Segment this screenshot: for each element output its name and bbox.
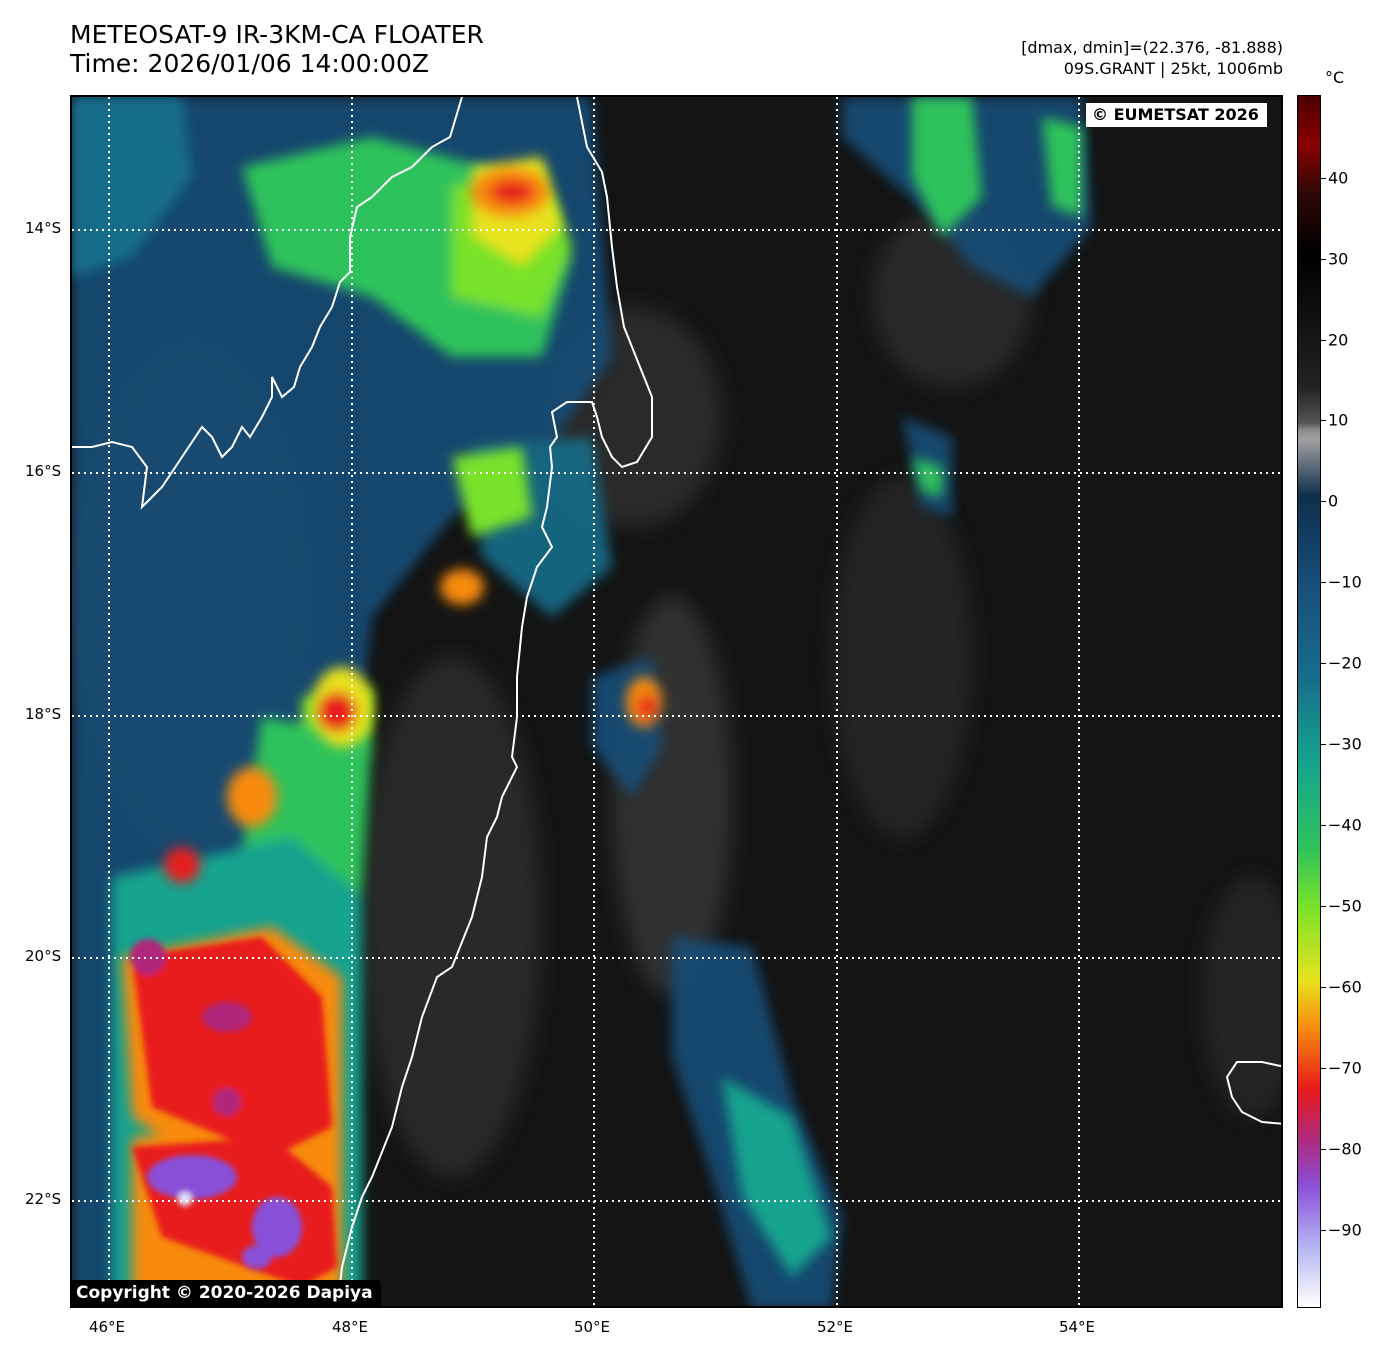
coldest-cloud-tops [147, 1002, 302, 1269]
title-satellite: METEOSAT-9 IR-3KM-CA FLOATER [70, 20, 484, 49]
colorbar-tick-minus60: −60 [1328, 977, 1362, 997]
colorbar-tickmark [1321, 178, 1326, 179]
lat-label-22s: 22°S [25, 1190, 62, 1208]
colorbar-tickmark [1321, 420, 1326, 421]
eumetsat-credit: © EUMETSAT 2026 [1086, 103, 1267, 127]
lon-label-50e: 50°E [573, 1318, 611, 1336]
colorbar-tickmark [1321, 906, 1326, 907]
colorbar-tickmark [1321, 1230, 1326, 1231]
copyright-label: Copyright © 2020-2026 Dapiya [70, 1280, 381, 1307]
colorbar-tick-minus80: −80 [1328, 1139, 1362, 1159]
lat-label-14s: 14°S [25, 219, 62, 237]
storm-info: [dmax, dmin]=(22.376, -81.888) 09S.GRANT… [1021, 37, 1283, 79]
ir-imagery [72, 97, 1281, 1306]
lat-lon-grid [72, 97, 1281, 1306]
colorbar-tickmark [1321, 259, 1326, 260]
colorbar-tickmark [1321, 663, 1326, 664]
title-time: Time: 2026/01/06 14:00:00Z [70, 49, 429, 78]
storm-summary: 09S.GRANT | 25kt, 1006mb [1063, 59, 1283, 78]
colorbar-tick-minus30: −30 [1328, 734, 1362, 754]
lat-label-16s: 16°S [25, 462, 62, 480]
colorbar-tickmark [1321, 1068, 1326, 1069]
lon-label-46e: 46°E [88, 1318, 126, 1336]
colorbar-tick-minus90: −90 [1328, 1220, 1362, 1240]
lon-label-52e: 52°E [816, 1318, 854, 1336]
colorbar-tickmark [1321, 1149, 1326, 1150]
lat-label-18s: 18°S [25, 705, 62, 723]
colorbar-tickmark [1321, 987, 1326, 988]
colorbar-tick-30: 30 [1328, 249, 1349, 269]
colorbar-tick-minus20: −20 [1328, 653, 1362, 673]
coastline [72, 97, 1281, 1306]
colorbar-tickmark [1321, 744, 1326, 745]
data-range: [dmax, dmin]=(22.376, -81.888) [1021, 38, 1283, 57]
colorbar-tick-minus10: −10 [1328, 572, 1362, 592]
colorbar-tick-minus70: −70 [1328, 1058, 1362, 1078]
colorbar-tick-minus40: −40 [1328, 815, 1362, 835]
lon-label-54e: 54°E [1058, 1318, 1096, 1336]
colorbar-tickmark [1321, 582, 1326, 583]
colorbar-tickmark [1321, 501, 1326, 502]
lat-label-20s: 20°S [25, 947, 62, 965]
satellite-map[interactable] [70, 95, 1283, 1308]
lon-label-48e: 48°E [331, 1318, 369, 1336]
temperature-colorbar [1297, 95, 1321, 1308]
colorbar-tickmark [1321, 825, 1326, 826]
map-title: METEOSAT-9 IR-3KM-CA FLOATER Time: 2026/… [70, 20, 484, 78]
colorbar-tick-minus50: −50 [1328, 896, 1362, 916]
colorbar-tick-10: 10 [1328, 410, 1349, 430]
colorbar-tick-40: 40 [1328, 168, 1349, 188]
colorbar-tickmark [1321, 340, 1326, 341]
colorbar-unit: °C [1325, 68, 1345, 87]
colorbar-tick-20: 20 [1328, 330, 1349, 350]
colorbar-tick-0: 0 [1328, 491, 1339, 511]
